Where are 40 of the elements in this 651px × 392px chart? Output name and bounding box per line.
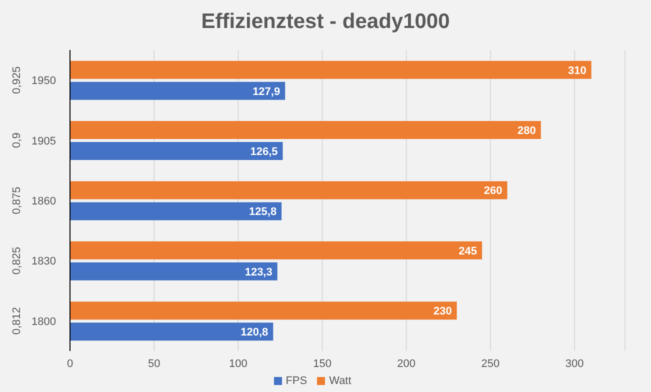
- data-label: 260: [484, 185, 502, 198]
- x-tick-label: 50: [148, 358, 160, 370]
- legend-label: FPS: [286, 375, 308, 387]
- data-label: 126,5: [250, 146, 278, 158]
- text: 0,925: [11, 66, 23, 94]
- bar: [70, 241, 482, 260]
- y-tick-label: 1950: [32, 75, 56, 88]
- text: 0,812: [11, 307, 23, 335]
- x-tick-label: 250: [481, 358, 500, 370]
- data-label: 245: [458, 245, 478, 258]
- data-label: 230: [433, 306, 452, 318]
- bar: [70, 142, 283, 160]
- bar: [70, 181, 508, 200]
- x-tick-label: 300: [565, 358, 584, 370]
- text: 0,875: [11, 186, 23, 214]
- legend-label: Watt: [329, 375, 352, 387]
- bar: [70, 202, 282, 220]
- data-label: 310: [568, 64, 586, 77]
- data-label: 127,9: [252, 86, 280, 98]
- data-label: 280: [518, 125, 536, 138]
- y-tick-label: 1905: [32, 135, 56, 148]
- text: 0,825: [11, 246, 23, 274]
- x-tick-label: 150: [313, 358, 332, 370]
- x-tick-label: 100: [229, 358, 248, 370]
- y-tick-label: 1830: [32, 256, 56, 268]
- bar: [70, 262, 278, 280]
- x-tick-label: 200: [397, 358, 416, 370]
- x-tick-label: 0: [66, 358, 74, 370]
- y-tick-label: 1800: [32, 316, 56, 328]
- data-label: 123,3: [244, 266, 272, 278]
- text: 0,9: [11, 132, 23, 148]
- bar: [70, 60, 592, 79]
- data-label: 120,8: [240, 326, 268, 339]
- bar: [70, 322, 274, 341]
- bar: [70, 302, 457, 320]
- bar: [70, 82, 286, 100]
- data-label: 125,8: [249, 206, 277, 218]
- y-tick-label: 1860: [32, 196, 56, 208]
- chart-title: Effizienztest - deady1000: [200, 10, 451, 34]
- bar: [70, 121, 541, 140]
